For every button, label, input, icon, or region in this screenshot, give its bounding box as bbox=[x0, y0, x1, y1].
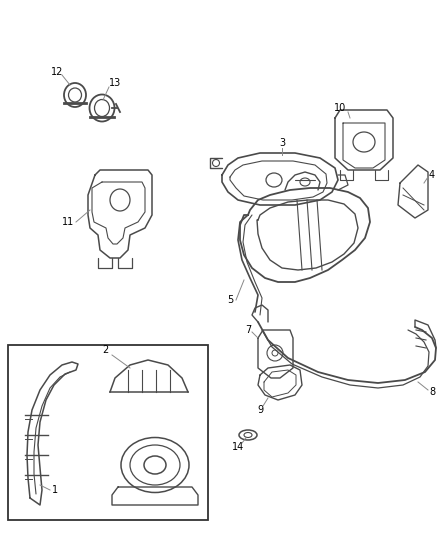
Text: 10: 10 bbox=[334, 103, 346, 113]
Text: 1: 1 bbox=[52, 485, 58, 495]
Text: 12: 12 bbox=[51, 67, 63, 77]
Text: 13: 13 bbox=[109, 78, 121, 88]
Text: 9: 9 bbox=[257, 405, 263, 415]
Bar bbox=[8, 345, 208, 520]
Text: 14: 14 bbox=[232, 442, 244, 452]
Text: 3: 3 bbox=[279, 138, 285, 148]
Text: 5: 5 bbox=[227, 295, 233, 305]
Text: 11: 11 bbox=[62, 217, 74, 227]
Text: 4: 4 bbox=[429, 170, 435, 180]
Text: 7: 7 bbox=[245, 325, 251, 335]
Text: 2: 2 bbox=[102, 345, 108, 355]
Text: 8: 8 bbox=[429, 387, 435, 397]
